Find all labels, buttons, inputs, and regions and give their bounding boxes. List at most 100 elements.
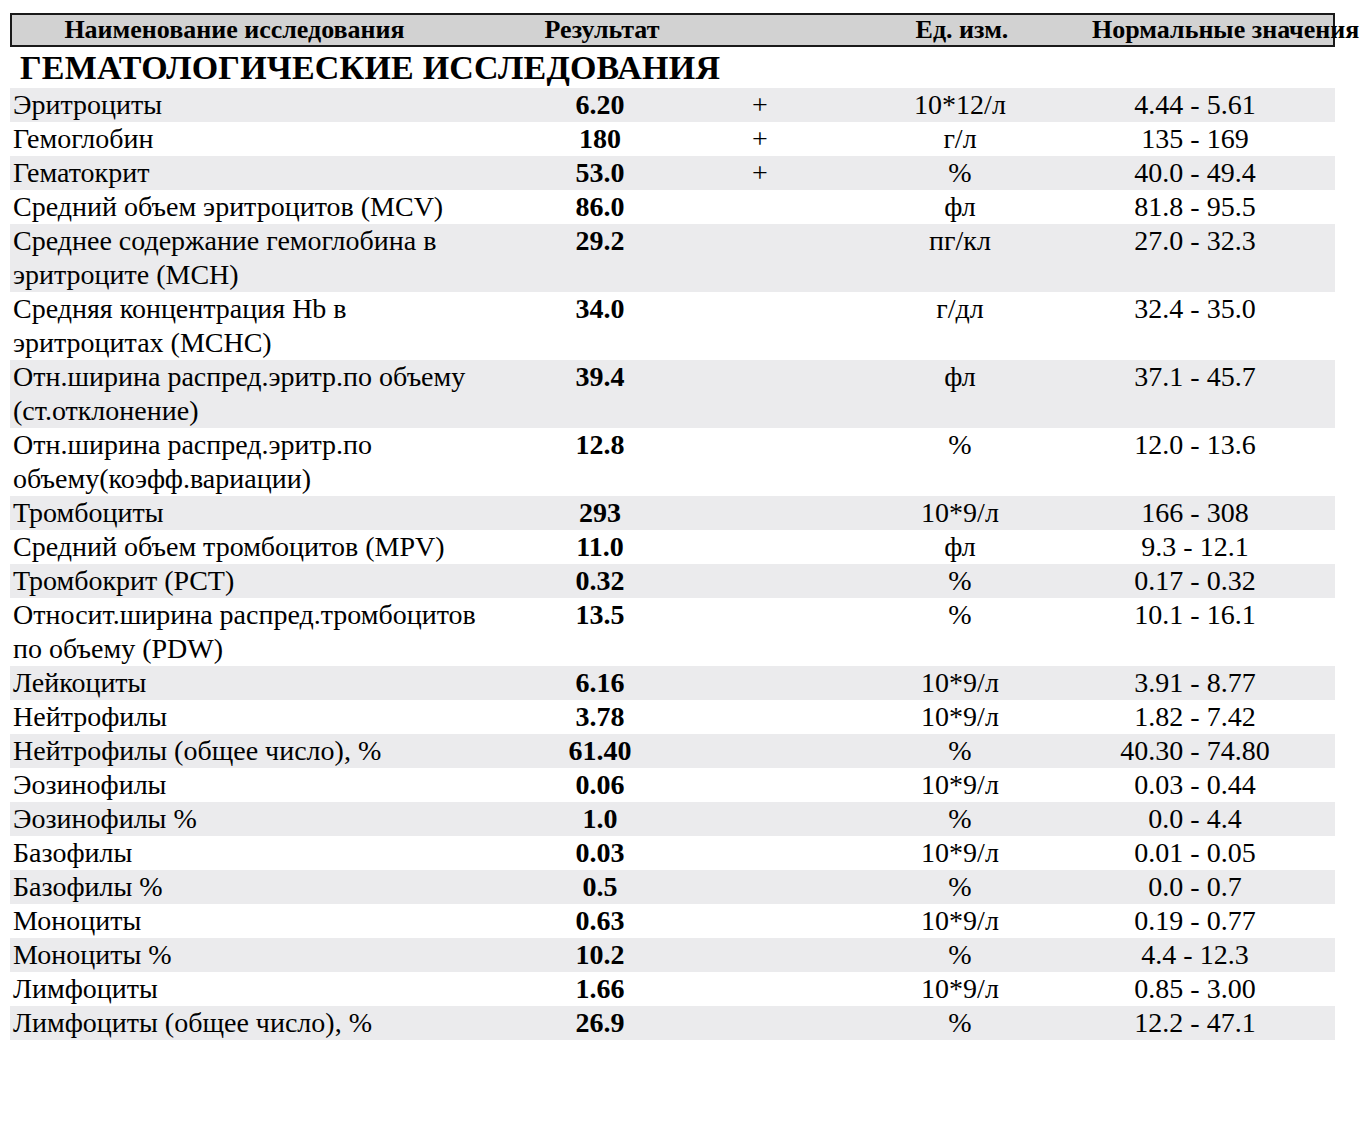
table-row: Средний объем тромбоцитов (MPV) 11.0 фл … (10, 530, 1335, 564)
test-result-value: 0.5 (510, 870, 690, 904)
normal-range: 40.30 - 74.80 (1090, 734, 1335, 768)
test-result-value: 0.03 (510, 836, 690, 870)
test-unit: фл (830, 190, 1090, 224)
test-name: Гематокрит (10, 156, 510, 190)
test-unit: г/л (830, 122, 1090, 156)
test-result-value: 3.78 (510, 700, 690, 734)
test-name: Средняя концентрация Hb в эритроцитах (M… (10, 292, 510, 360)
abnormal-flag (690, 496, 830, 530)
table-row: Базофилы 0.03 10*9/л 0.01 - 0.05 (10, 836, 1335, 870)
abnormal-flag (690, 768, 830, 802)
test-unit: пг/кл (830, 224, 1090, 292)
normal-range: 135 - 169 (1090, 122, 1335, 156)
test-name: Относит.ширина распред.тромбоцитов по об… (10, 598, 510, 666)
table-row: Моноциты % 10.2 % 4.4 - 12.3 (10, 938, 1335, 972)
normal-range: 4.44 - 5.61 (1090, 88, 1335, 122)
test-name: Базофилы (10, 836, 510, 870)
test-name: Средний объем тромбоцитов (MPV) (10, 530, 510, 564)
table-row: Отн.ширина распред.эритр.по объему(коэфф… (10, 428, 1335, 496)
test-unit: % (830, 938, 1090, 972)
test-name: Нейтрофилы (10, 700, 510, 734)
test-name: Лимфоциты (10, 972, 510, 1006)
test-unit: % (830, 428, 1090, 496)
table-row: Отн.ширина распред.эритр.по объему (ст.о… (10, 360, 1335, 428)
table-row: Нейтрофилы (общее число), % 61.40 % 40.3… (10, 734, 1335, 768)
test-result-value: 61.40 (510, 734, 690, 768)
test-result-value: 13.5 (510, 598, 690, 666)
table-row: Среднее содержание гемоглобина в эритроц… (10, 224, 1335, 292)
test-result-value: 26.9 (510, 1006, 690, 1040)
normal-range: 0.17 - 0.32 (1090, 564, 1335, 598)
normal-range: 166 - 308 (1090, 496, 1335, 530)
test-name: Средний объем эритроцитов (MCV) (10, 190, 510, 224)
abnormal-flag (690, 904, 830, 938)
normal-range: 1.82 - 7.42 (1090, 700, 1335, 734)
table-row: Средний объем эритроцитов (MCV) 86.0 фл … (10, 190, 1335, 224)
test-name: Гемоглобин (10, 122, 510, 156)
normal-range: 12.0 - 13.6 (1090, 428, 1335, 496)
test-name: Тромбоциты (10, 496, 510, 530)
test-name: Эозинофилы % (10, 802, 510, 836)
normal-range: 27.0 - 32.3 (1090, 224, 1335, 292)
normal-range: 81.8 - 95.5 (1090, 190, 1335, 224)
abnormal-flag (690, 870, 830, 904)
test-name: Тромбокрит (PCT) (10, 564, 510, 598)
table-row: Средняя концентрация Hb в эритроцитах (M… (10, 292, 1335, 360)
test-name: Лимфоциты (общее число), % (10, 1006, 510, 1040)
lab-report-page: Наименование исследования Результат Ед. … (0, 0, 1368, 1139)
test-result-value: 39.4 (510, 360, 690, 428)
abnormal-flag (690, 564, 830, 598)
test-unit: 10*9/л (830, 700, 1090, 734)
test-result-value: 53.0 (510, 156, 690, 190)
test-name: Отн.ширина распред.эритр.по объему(коэфф… (10, 428, 510, 496)
test-name: Нейтрофилы (общее число), % (10, 734, 510, 768)
column-header-result: Результат (512, 15, 692, 45)
test-unit: 10*9/л (830, 972, 1090, 1006)
test-result-value: 293 (510, 496, 690, 530)
test-result-value: 0.06 (510, 768, 690, 802)
test-unit: % (830, 564, 1090, 598)
table-row: Лимфоциты (общее число), % 26.9 % 12.2 -… (10, 1006, 1335, 1040)
table-row: Гемоглобин 180 + г/л 135 - 169 (10, 122, 1335, 156)
table-header-row: Наименование исследования Результат Ед. … (10, 13, 1335, 47)
normal-range: 0.03 - 0.44 (1090, 768, 1335, 802)
test-unit: фл (830, 360, 1090, 428)
normal-range: 0.85 - 3.00 (1090, 972, 1335, 1006)
table-row: Базофилы % 0.5 % 0.0 - 0.7 (10, 870, 1335, 904)
normal-range: 0.0 - 0.7 (1090, 870, 1335, 904)
normal-range: 3.91 - 8.77 (1090, 666, 1335, 700)
column-header-normal-range: Нормальные значения (1092, 15, 1337, 45)
test-unit: % (830, 802, 1090, 836)
normal-range: 32.4 - 35.0 (1090, 292, 1335, 360)
test-unit: % (830, 156, 1090, 190)
test-name: Среднее содержание гемоглобина в эритроц… (10, 224, 510, 292)
abnormal-flag (690, 1006, 830, 1040)
normal-range: 0.19 - 0.77 (1090, 904, 1335, 938)
table-row: Нейтрофилы 3.78 10*9/л 1.82 - 7.42 (10, 700, 1335, 734)
test-unit: фл (830, 530, 1090, 564)
table-row: Эритроциты 6.20 + 10*12/л 4.44 - 5.61 (10, 88, 1335, 122)
abnormal-flag: + (690, 88, 830, 122)
test-result-value: 11.0 (510, 530, 690, 564)
normal-range: 0.0 - 4.4 (1090, 802, 1335, 836)
test-result-value: 0.32 (510, 564, 690, 598)
normal-range: 0.01 - 0.05 (1090, 836, 1335, 870)
test-name: Моноциты % (10, 938, 510, 972)
table-row: Гематокрит 53.0 + % 40.0 - 49.4 (10, 156, 1335, 190)
table-row: Тромбоциты 293 10*9/л 166 - 308 (10, 496, 1335, 530)
abnormal-flag: + (690, 156, 830, 190)
normal-range: 37.1 - 45.7 (1090, 360, 1335, 428)
test-unit: 10*9/л (830, 904, 1090, 938)
abnormal-flag (690, 802, 830, 836)
normal-range: 40.0 - 49.4 (1090, 156, 1335, 190)
test-name: Отн.ширина распред.эритр.по объему (ст.о… (10, 360, 510, 428)
table-row: Эозинофилы % 1.0 % 0.0 - 4.4 (10, 802, 1335, 836)
normal-range: 12.2 - 47.1 (1090, 1006, 1335, 1040)
test-unit: 10*12/л (830, 88, 1090, 122)
test-result-value: 10.2 (510, 938, 690, 972)
test-result-value: 12.8 (510, 428, 690, 496)
test-unit: 10*9/л (830, 836, 1090, 870)
test-result-value: 6.20 (510, 88, 690, 122)
test-unit: % (830, 1006, 1090, 1040)
normal-range: 10.1 - 16.1 (1090, 598, 1335, 666)
